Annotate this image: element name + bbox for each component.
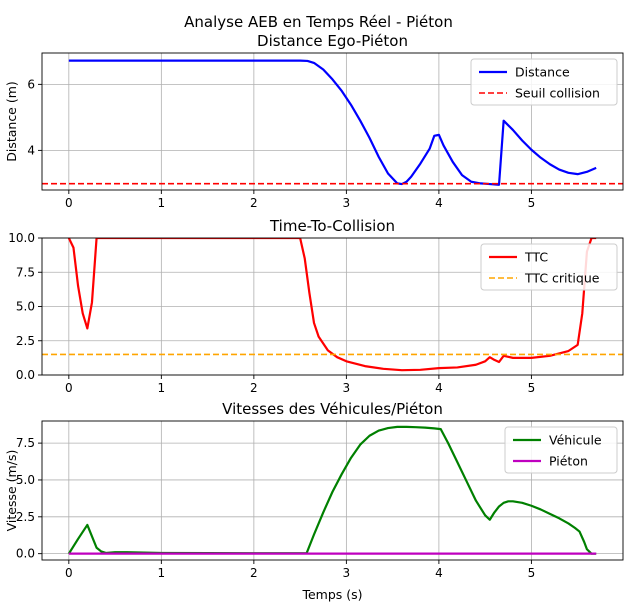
legend-label-ttc: TTC (524, 250, 548, 265)
chart-title: Time-To-Collision (269, 217, 395, 235)
y-tick-label: 0.0 (16, 547, 35, 561)
plot-area (67, 425, 597, 555)
x-tick-label: 4 (435, 196, 443, 210)
x-axis-label: Temps (s) (301, 587, 362, 602)
x-tick-label: 5 (528, 566, 536, 580)
x-tick-label: 2 (250, 196, 258, 210)
x-tick-label: 2 (250, 381, 258, 395)
chart-3: 0 1 2 3 4 5 0.0 2.5 5.0 7.5 Vitesses des Véhicules… (4, 400, 624, 602)
y-axis-label: Vitesse (m/s) (4, 450, 19, 532)
series-line-ttc (67, 238, 597, 372)
legend-label-seuil-collision: Seuil collision (515, 86, 600, 101)
legend-label-ttc-critique: TTC critique (524, 271, 600, 286)
x-tick-label: 2 (250, 566, 258, 580)
x-tick-label: 0 (65, 381, 73, 395)
y-tick-label: 2.5 (16, 510, 35, 524)
y-tick-label: 7.5 (16, 436, 35, 450)
y-axis-label: Distance (m) (4, 81, 19, 162)
x-tick-label: 1 (158, 196, 166, 210)
legend: Véhicule Piéton (504, 426, 618, 474)
plot-area (42, 238, 623, 372)
x-tick-label: 5 (528, 196, 536, 210)
series-line-distance (68, 59, 597, 186)
y-tick-label: 5.0 (16, 300, 35, 314)
charts-container: 0 1 2 3 4 5 4 6 Distance Ego-Piéton Distance (m) D… (4, 32, 624, 602)
x-tick-label: 0 (65, 566, 73, 580)
y-tick-label: 2.5 (16, 334, 35, 348)
x-tick-label: 0 (65, 196, 73, 210)
axes-frame (41, 52, 624, 191)
y-tick-label: 6 (27, 77, 35, 91)
x-tick-label: 4 (435, 381, 443, 395)
x-tick-label: 3 (343, 566, 351, 580)
y-tick-label: 0.0 (16, 368, 35, 382)
legend-label-pieton: Piéton (549, 454, 588, 469)
axes-frame (41, 420, 624, 561)
y-tick-label: 10.0 (8, 231, 35, 245)
x-tick-label: 5 (528, 381, 536, 395)
y-tick-label: 4 (27, 143, 35, 157)
legend: TTC TTC critique (480, 243, 618, 291)
legend-box (470, 58, 618, 106)
chart-1: 0 1 2 3 4 5 4 6 Distance Ego-Piéton Distance (m) D… (4, 32, 624, 210)
x-tick-label: 1 (158, 381, 166, 395)
x-tick-label: 1 (158, 566, 166, 580)
plot-area (42, 59, 623, 186)
y-tick-label: 5.0 (16, 473, 35, 487)
legend-box (480, 243, 618, 291)
legend-label-distance: Distance (515, 65, 570, 80)
chart-2: 0 1 2 3 4 5 0.0 2.5 5.0 7.5 10.0 Time-To-Collision T… (8, 217, 624, 395)
chart-title: Vitesses des Véhicules/Piéton (222, 400, 443, 418)
legend-label-vehicule: Véhicule (549, 433, 602, 448)
x-tick-label: 3 (343, 196, 351, 210)
legend: Distance Seuil collision (470, 58, 618, 106)
x-tick-label: 4 (435, 566, 443, 580)
chart-title: Distance Ego-Piéton (257, 32, 408, 50)
figure-suptitle: Analyse AEB en Temps Réel - Piéton (184, 13, 453, 31)
x-tick-label: 3 (343, 381, 351, 395)
y-tick-label: 7.5 (16, 265, 35, 279)
